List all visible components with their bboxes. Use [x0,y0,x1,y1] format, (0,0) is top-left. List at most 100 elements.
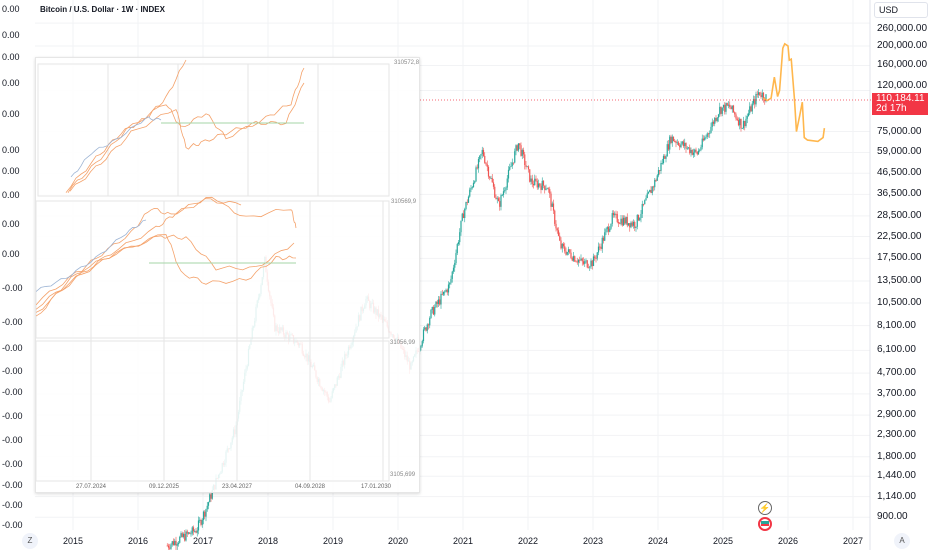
overlay-line [35,234,297,306]
candle [546,188,548,190]
candle [480,154,482,156]
candle [597,246,600,253]
price-tick: 2,300.00 [877,429,916,441]
candle [180,533,182,538]
candle [542,180,545,186]
candle [751,103,753,112]
candle [554,210,556,224]
auto-scale-button[interactable]: A [894,533,910,549]
candle [466,201,468,203]
candle [181,533,183,537]
zoom-reset-button[interactable]: Z [22,533,38,549]
candle [499,201,501,207]
candle [689,147,691,154]
candle [684,142,686,147]
candle [562,243,565,247]
candle [634,221,636,228]
candle [752,99,755,104]
candle [607,226,610,232]
candle [445,289,447,292]
candle [677,142,680,146]
price-axis[interactable]: 260,000.00 200,000.00 160,000.00 120,000.00… [872,0,932,530]
candle [544,185,546,190]
us-flag-event-icon[interactable] [758,517,772,531]
left-axis-label: 0.00 [2,249,20,259]
candle [760,95,762,98]
candle [196,530,198,533]
candle [210,494,212,499]
candle [645,198,647,201]
candle [200,519,202,525]
candle [652,186,655,188]
price-tick: 13,500.00 [877,275,922,287]
candle [484,155,486,163]
overlay-date: 27.07.2024 [75,484,107,490]
candle [672,136,675,142]
candle [510,166,512,168]
candle [735,114,737,119]
year-label: 2024 [647,536,669,546]
candle [641,203,643,214]
candle [564,246,566,252]
candle [674,141,676,142]
left-axis-label: -0.00 [2,411,23,421]
candle [744,120,746,127]
candle [459,232,461,243]
candle [527,166,530,170]
candle [520,145,522,156]
candle [471,187,473,188]
candle [489,176,491,179]
candle [577,259,580,263]
currency-selector[interactable]: USD [874,2,928,18]
candle [206,505,208,510]
price-tick: 28,500.00 [877,209,922,221]
candle [639,218,641,221]
candle [191,527,193,534]
candle [737,120,740,126]
left-axis-label: 0.00 [2,145,20,155]
candle [439,299,441,305]
candle [611,213,613,224]
candle [666,144,668,157]
candle [600,246,602,249]
overlay-subpanel [37,63,390,197]
last-price-label: 110,184.11 2d 17h [872,93,928,115]
candle [685,142,687,149]
candle [500,195,502,207]
candle [549,189,551,194]
candle [636,214,638,227]
candle [182,533,185,537]
candle [649,189,651,193]
candle [430,309,432,319]
candle [470,187,472,190]
candle [202,511,205,520]
candle [570,252,572,258]
candle [729,104,731,107]
candle [739,118,741,126]
candle [627,223,630,226]
candle [629,223,631,228]
candle [716,117,718,121]
candle [437,299,440,304]
lightning-icon[interactable]: ⚡ [758,501,772,515]
left-axis-label: 0.00 [2,78,20,88]
left-axis-label: 0.00 [2,219,20,229]
year-label: 2016 [127,536,149,546]
candle [497,198,500,202]
candle [201,519,203,525]
candle [587,267,590,269]
candle [485,162,487,165]
candle [745,118,747,127]
candle [444,291,446,293]
candle [175,540,177,546]
candle [721,107,723,114]
candle [731,105,733,110]
candle [606,226,608,230]
candle [172,541,175,545]
candle [545,188,547,190]
candle [659,170,661,171]
candle [205,509,207,517]
candle [491,178,493,183]
left-axis-label: -0.00 [2,343,23,353]
price-tick: 46,500.00 [877,167,922,179]
